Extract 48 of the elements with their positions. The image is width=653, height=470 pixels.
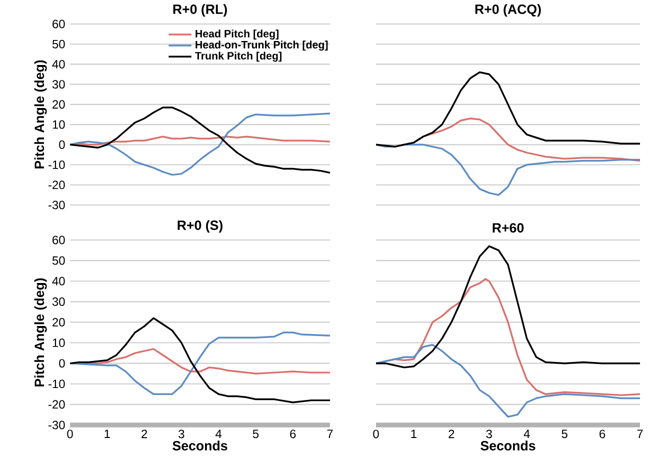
y-tick-label: 40: [52, 60, 65, 68]
x-tick-label: 0: [67, 430, 73, 438]
line-series: [70, 317, 330, 404]
x-tick-label: 3: [486, 430, 492, 438]
y-tick-label: 60: [52, 236, 65, 244]
y-tick-label: 10: [52, 338, 65, 348]
y-tick-label: 40: [52, 276, 65, 286]
y-tick-label: 50: [52, 40, 65, 48]
x-tick-label: 5: [252, 430, 259, 438]
x-tick-label: 0: [373, 430, 379, 438]
y-tick-label: -10: [48, 160, 65, 170]
y-tick-label: -20: [48, 180, 65, 190]
y-tick-label: 30: [52, 297, 65, 306]
x-tick-label: 5: [562, 430, 568, 438]
y-axis-title: Pitch Angle (deg): [34, 60, 47, 168]
y-tick-label: -30: [48, 200, 65, 210]
y-tick-label: -30: [48, 420, 65, 430]
x-tick-label: 1: [411, 430, 416, 438]
x-tick-label: 1: [104, 430, 110, 438]
y-tick-label: 0: [59, 359, 65, 368]
legend-label: Head-on-Trunk Pitch [deg]: [196, 40, 328, 51]
x-axis-title: Seconds: [172, 440, 228, 450]
y-tick-label: 50: [52, 256, 65, 265]
y-axis-title: Pitch Angle (deg): [34, 278, 47, 386]
x-tick-label: 2: [142, 430, 148, 438]
x-tick-label: 4: [524, 430, 530, 438]
x-axis-title: Seconds: [480, 440, 536, 450]
y-tick-label: 20: [52, 100, 65, 109]
x-tick-label: 2: [448, 430, 454, 438]
chart-title: R+0 (ACQ): [475, 4, 541, 17]
chart-title: R+60: [492, 223, 524, 233]
legend-label: Trunk Pitch [deg]: [195, 52, 282, 62]
x-tick-label: 7: [327, 430, 333, 438]
x-tick-label: 6: [290, 430, 296, 438]
x-tick-label: 6: [600, 430, 606, 438]
y-tick-label: 0: [59, 140, 65, 149]
x-tick-label: 3: [178, 430, 184, 438]
y-tick-label: 30: [52, 80, 65, 89]
y-tick-label: 10: [52, 120, 65, 129]
x-tick-label: 7: [637, 430, 643, 438]
x-tick-label: 4: [216, 430, 222, 438]
chart-title: R+0 (RL): [173, 4, 227, 17]
y-tick-label: 60: [52, 20, 65, 28]
y-tick-label: 20: [52, 318, 65, 326]
chart-title: R+0 (S): [178, 220, 222, 233]
legend-label: Head Pitch [deg]: [196, 30, 278, 40]
y-tick-label: -20: [48, 400, 65, 409]
y-tick-label: -10: [48, 380, 65, 388]
